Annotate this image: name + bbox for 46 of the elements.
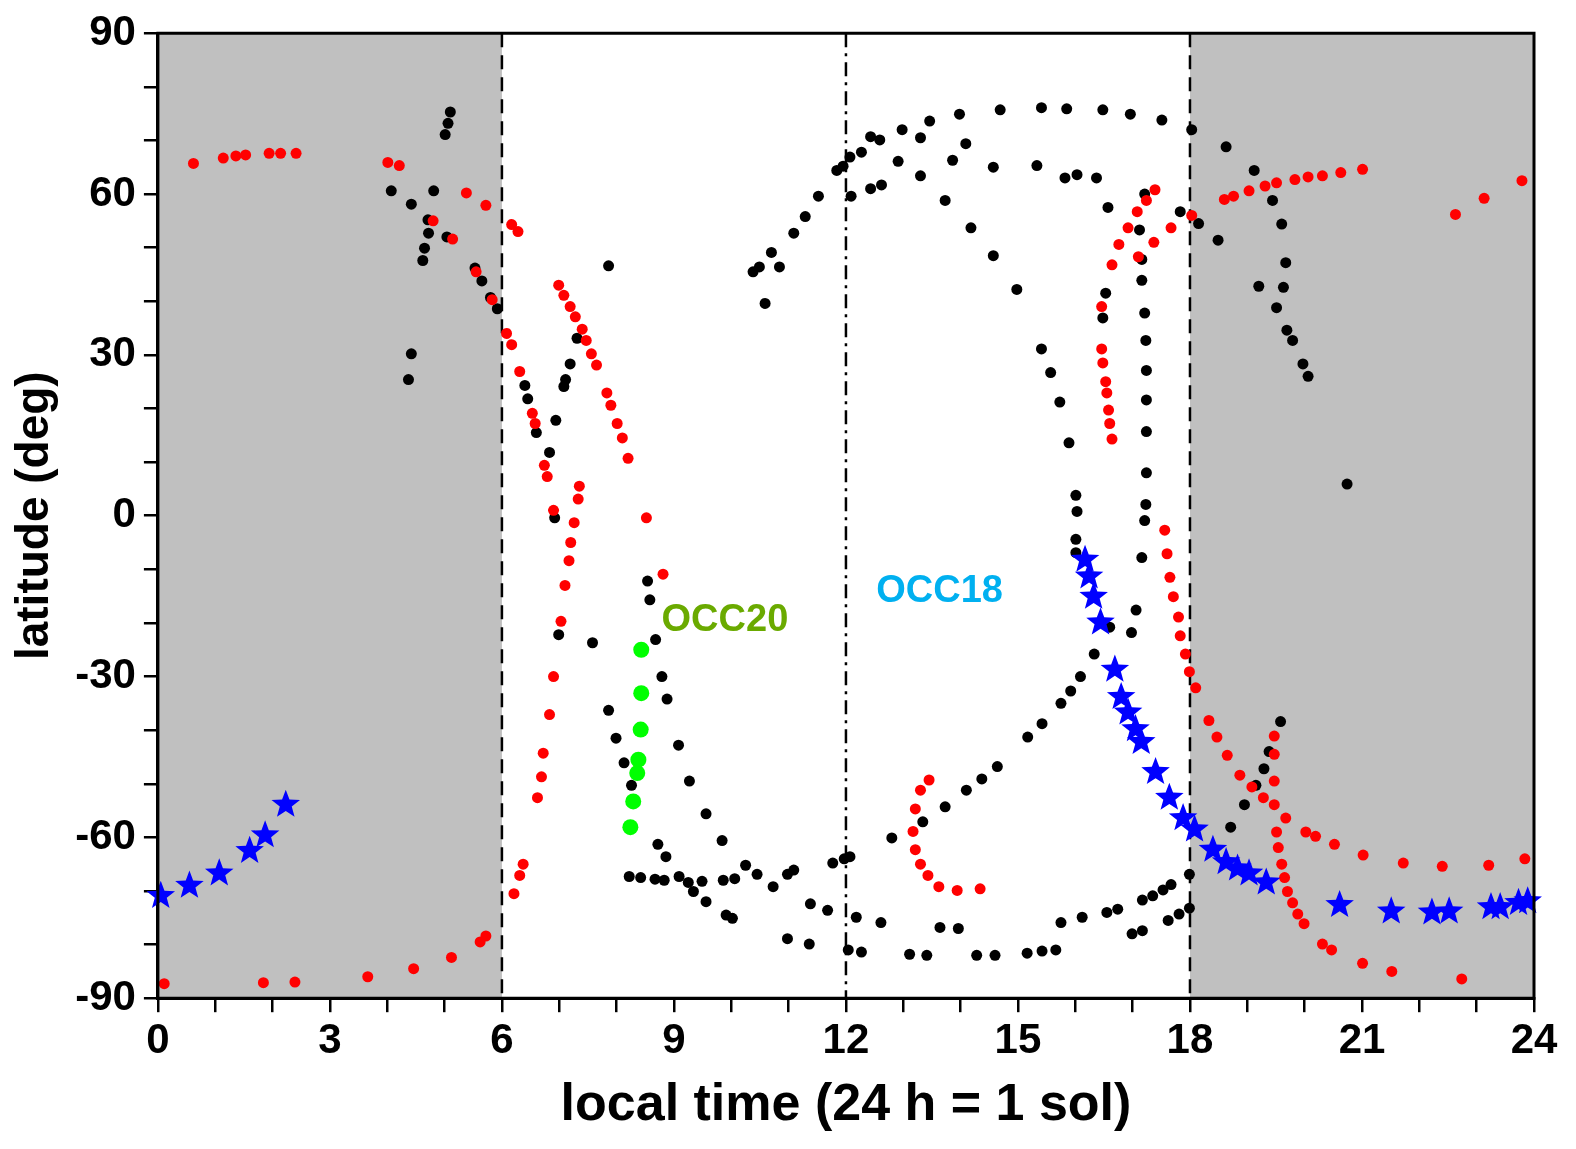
x-tick-label: 6 bbox=[490, 1014, 514, 1062]
point bbox=[175, 870, 204, 898]
point bbox=[1434, 896, 1464, 924]
x-tick-label: 12 bbox=[822, 1014, 870, 1062]
y-tick-label: 90 bbox=[89, 6, 136, 54]
point bbox=[625, 793, 642, 810]
point bbox=[1070, 544, 1100, 572]
point bbox=[633, 685, 650, 702]
point bbox=[1376, 896, 1406, 924]
y-tick-label: 60 bbox=[89, 167, 136, 215]
x-axis-title: local time (24 h = 1 sol) bbox=[560, 1073, 1132, 1132]
x-tick-label: 0 bbox=[146, 1014, 170, 1062]
y-tick-label: -60 bbox=[75, 810, 136, 858]
point bbox=[250, 820, 280, 848]
x-tick-label: 24 bbox=[1510, 1014, 1558, 1062]
point bbox=[1325, 889, 1354, 918]
point bbox=[204, 858, 234, 886]
x-tick-label: 3 bbox=[318, 1014, 342, 1062]
x-tick-label: 15 bbox=[994, 1014, 1042, 1062]
point bbox=[1168, 803, 1198, 831]
point bbox=[633, 641, 650, 658]
point bbox=[1198, 834, 1228, 862]
x-tick-label: 18 bbox=[1166, 1014, 1214, 1062]
x-tick-label: 21 bbox=[1338, 1014, 1386, 1062]
point bbox=[1079, 581, 1108, 609]
point bbox=[1155, 782, 1184, 810]
point bbox=[630, 751, 647, 768]
annotation: OCC18 bbox=[876, 568, 1003, 611]
point bbox=[1113, 697, 1143, 725]
point bbox=[235, 835, 264, 863]
x-tick-label: 9 bbox=[662, 1014, 686, 1062]
y-tick-label: 0 bbox=[112, 489, 136, 537]
annotation: OCC20 bbox=[661, 597, 789, 640]
y-tick-label: 30 bbox=[89, 328, 136, 376]
point bbox=[271, 789, 301, 817]
y-axis-title: latitude (deg) bbox=[6, 371, 59, 661]
point bbox=[632, 721, 649, 738]
point bbox=[622, 819, 639, 836]
point bbox=[1106, 681, 1136, 710]
point bbox=[1180, 814, 1209, 842]
y-tick-label: -30 bbox=[75, 650, 136, 698]
point bbox=[1100, 654, 1130, 682]
point bbox=[1086, 607, 1115, 635]
point bbox=[629, 765, 646, 782]
point bbox=[1141, 756, 1170, 785]
y-tick-label: -90 bbox=[75, 971, 136, 1019]
